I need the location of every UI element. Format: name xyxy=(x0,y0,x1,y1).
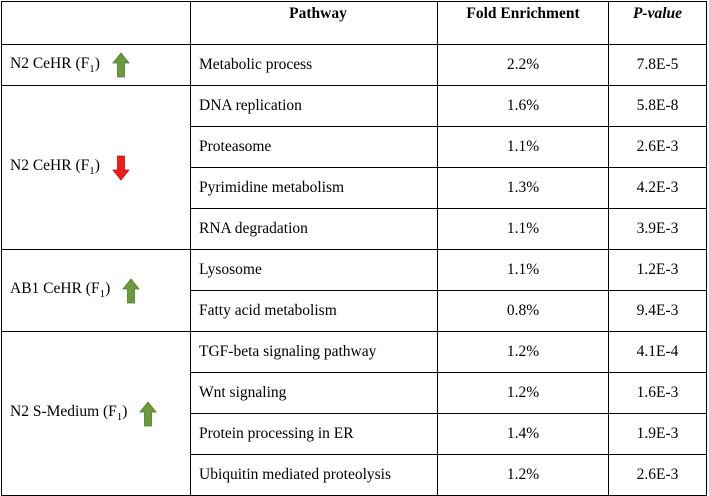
fold-enrichment-cell: 1.6% xyxy=(437,85,609,127)
table-body: N2 CeHR (F1) Metabolic process 2.2% 7.8E-5 N… xyxy=(1,44,707,496)
pathway-cell: Proteasome xyxy=(190,126,438,168)
group-label: N2 CeHR (F1) xyxy=(10,55,100,75)
header-p-value: P-value xyxy=(608,1,707,45)
table-row: Pyrimidine metabolism 1.3% 4.2E-3 xyxy=(2,167,707,209)
fold-enrichment-cell: 1.2% xyxy=(437,372,609,414)
p-value-cell: 4.2E-3 xyxy=(608,167,707,209)
group-label-end: ) xyxy=(94,157,100,175)
pathway-cell: RNA degradation xyxy=(190,208,438,250)
pathway-cell: Metabolic process xyxy=(190,44,438,86)
arrow-down-icon xyxy=(112,155,130,181)
table-row: N2 CeHR (F1) DNA replication 1.6% 5.8E-8 xyxy=(1,85,707,250)
p-value-cell: 1.2E-3 xyxy=(608,249,707,291)
table-row: N2 CeHR (F1) Metabolic process 2.2% 7.8E-5 xyxy=(1,44,707,86)
group-label-end: ) xyxy=(105,280,111,298)
header-fold-enrichment: Fold Enrichment xyxy=(437,1,609,45)
fold-enrichment-cell: 2.2% xyxy=(437,44,609,86)
table-row: Ubiquitin mediated proteolysis 1.2% 2.6E-3 xyxy=(2,454,707,496)
p-value-cell: 1.6E-3 xyxy=(608,372,707,414)
p-value-cell: 1.9E-3 xyxy=(608,413,707,455)
header-group xyxy=(1,1,191,45)
header-pathway: Pathway xyxy=(190,1,438,45)
group-label-subscript: 1 xyxy=(116,411,123,424)
group-label-main: N2 S-Medium (F xyxy=(10,403,117,421)
arrow-up-icon xyxy=(112,52,130,78)
p-value-cell: 4.1E-4 xyxy=(608,331,707,373)
fold-enrichment-cell: 1.1% xyxy=(437,249,609,291)
pathway-cell: Lysosome xyxy=(190,249,438,291)
p-value-cell: 5.8E-8 xyxy=(608,85,707,127)
group-label-end: ) xyxy=(94,54,100,72)
group-cell: N2 CeHR (F1) xyxy=(1,85,191,250)
p-value-cell: 2.6E-3 xyxy=(608,454,707,496)
arrow-up-icon xyxy=(139,400,158,426)
fold-enrichment-cell: 1.3% xyxy=(437,167,609,209)
group-cell: N2 S-Medium (F1) xyxy=(1,331,191,496)
group-label-main: AB1 CeHR (F xyxy=(10,280,100,298)
p-value-cell: 7.8E-5 xyxy=(608,44,707,86)
p-value-cell: 3.9E-3 xyxy=(608,208,707,250)
p-value-cell: 9.4E-3 xyxy=(608,290,707,332)
arrow-up-icon xyxy=(122,277,141,303)
group-label-subscript: 1 xyxy=(89,165,95,178)
pathway-cell: Protein processing in ER xyxy=(190,413,438,455)
group-label-subscript: 1 xyxy=(89,63,95,76)
table-row: RNA degradation 1.1% 3.9E-3 xyxy=(2,208,707,250)
group-label: N2 CeHR (F1) xyxy=(10,157,100,177)
header-row: Pathway Fold Enrichment P-value xyxy=(1,1,707,45)
table-row: N2 S-Medium (F1) TGF-beta signaling pathw… xyxy=(1,331,707,496)
group-cell: AB1 CeHR (F1) xyxy=(1,249,191,332)
p-value-cell: 2.6E-3 xyxy=(608,126,707,168)
table-row: Wnt signaling 1.2% 1.6E-3 xyxy=(2,372,707,414)
fold-enrichment-cell: 1.4% xyxy=(437,413,609,455)
fold-enrichment-cell: 1.2% xyxy=(437,454,609,496)
pathway-cell: Pyrimidine metabolism xyxy=(190,167,438,209)
pathway-cell: Wnt signaling xyxy=(190,372,438,414)
fold-enrichment-cell: 1.2% xyxy=(437,331,609,373)
table-row: Fatty acid metabolism 0.8% 9.4E-3 xyxy=(2,290,707,332)
fold-enrichment-cell: 1.1% xyxy=(437,208,609,250)
group-label-main: N2 CeHR (F xyxy=(10,54,90,72)
pathway-cell: TGF-beta signaling pathway xyxy=(190,331,438,373)
group-cell: N2 CeHR (F1) xyxy=(1,44,191,86)
group-label-subscript: 1 xyxy=(99,288,106,301)
pathway-cell: DNA replication xyxy=(190,85,438,127)
table-row: AB1 CeHR (F1) Lysosome 1.1% 1.2E-3 xyxy=(1,249,707,332)
group-label: AB1 CeHR (F1) xyxy=(10,280,110,300)
pathway-cell: Fatty acid metabolism xyxy=(190,290,438,332)
group-label-end: ) xyxy=(122,403,128,421)
table-row: Proteasome 1.1% 2.6E-3 xyxy=(2,126,707,168)
pathway-cell: Ubiquitin mediated proteolysis xyxy=(190,454,438,496)
fold-enrichment-cell: 1.1% xyxy=(437,126,609,168)
fold-enrichment-cell: 0.8% xyxy=(437,290,609,332)
group-label: N2 S-Medium (F1) xyxy=(10,403,127,423)
group-label-main: N2 CeHR (F xyxy=(10,157,90,175)
table-row: Protein processing in ER 1.4% 1.9E-3 xyxy=(2,413,707,455)
